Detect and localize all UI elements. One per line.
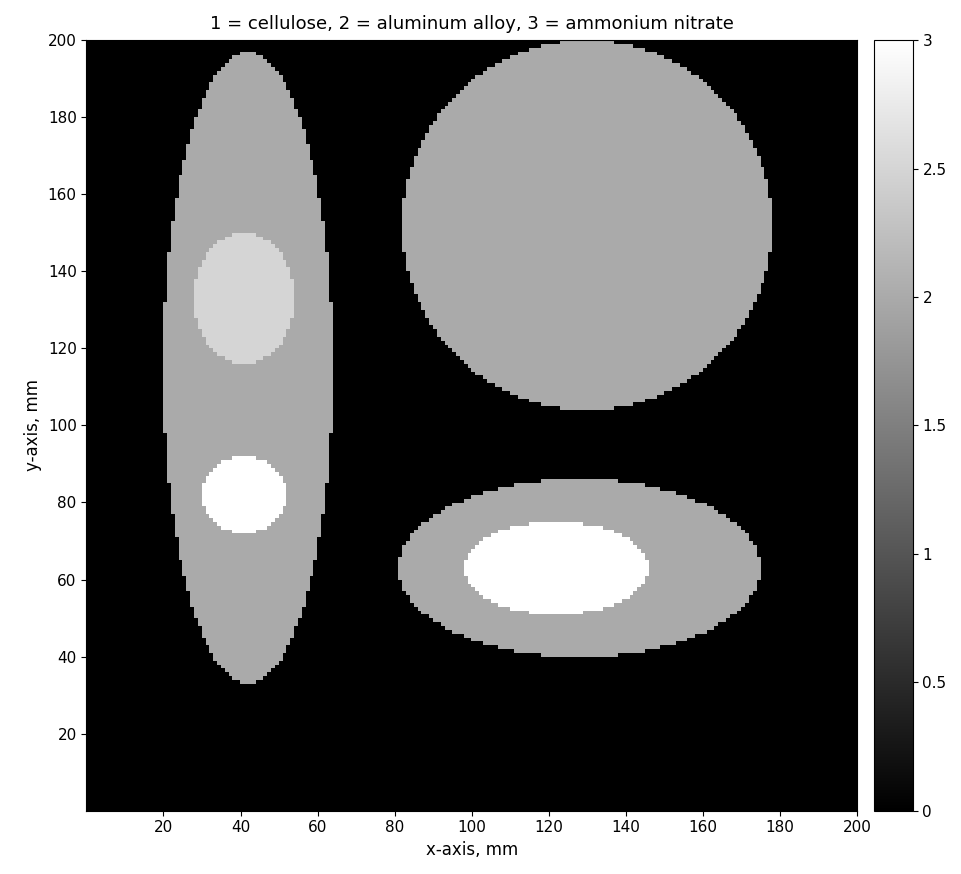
Title: 1 = cellulose, 2 = aluminum alloy, 3 = ammonium nitrate: 1 = cellulose, 2 = aluminum alloy, 3 = a… — [209, 15, 733, 33]
Y-axis label: y-axis, mm: y-axis, mm — [24, 379, 42, 471]
X-axis label: x-axis, mm: x-axis, mm — [425, 841, 517, 859]
